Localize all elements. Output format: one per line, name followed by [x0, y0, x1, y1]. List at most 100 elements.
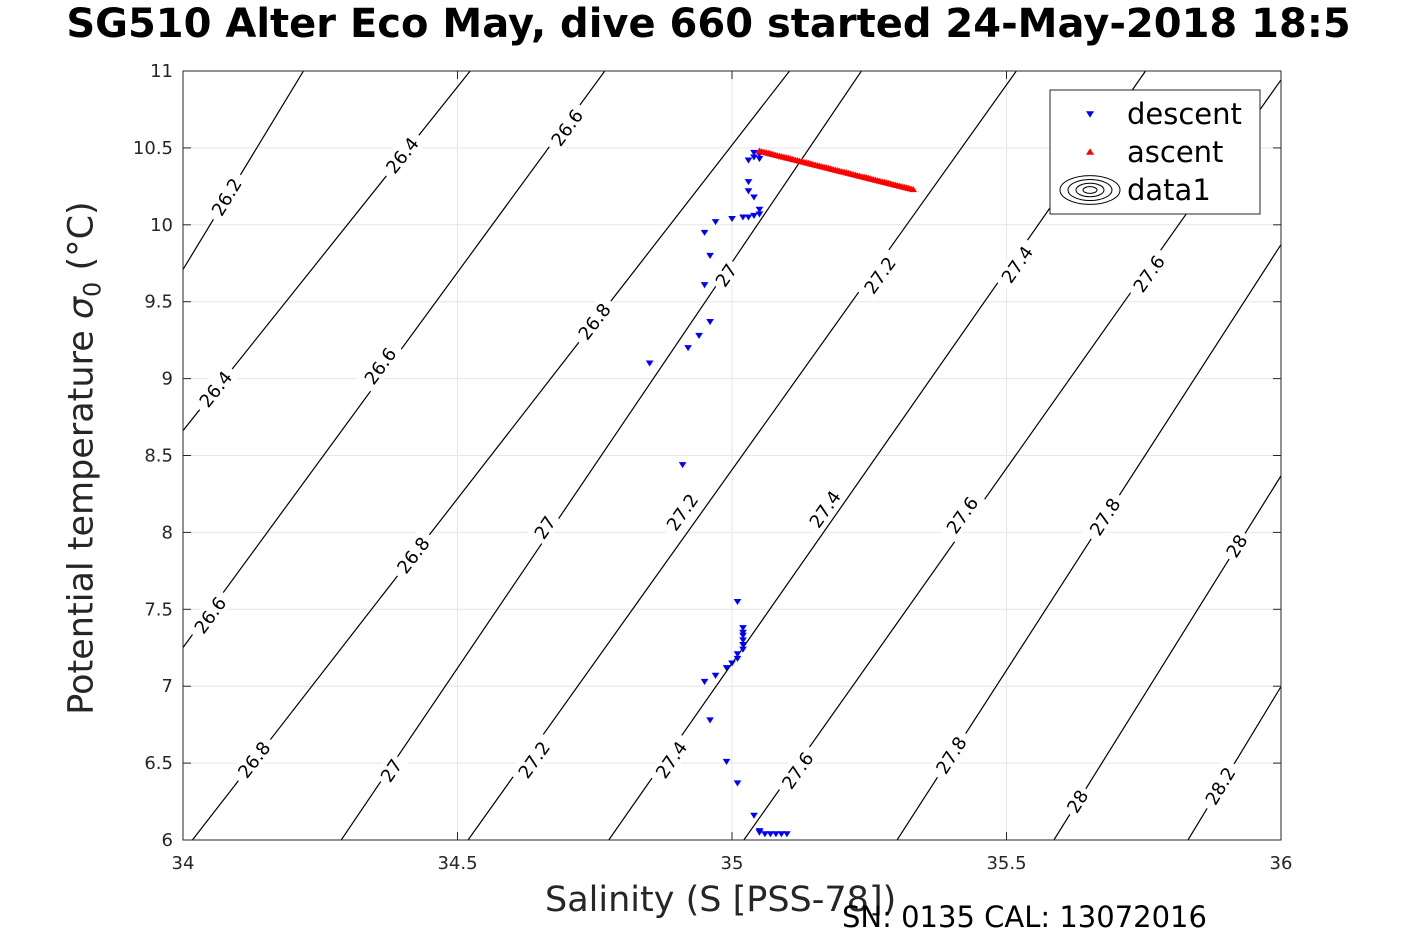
legend-contour-marker [1075, 182, 1105, 198]
descent-point [744, 157, 753, 164]
contour-label-bg [1081, 488, 1128, 545]
contour-label-bg [376, 127, 427, 183]
descent-point [739, 637, 747, 644]
contour-label-bg [773, 742, 822, 798]
x-tick-label: 35 [721, 853, 744, 874]
descent-point [733, 598, 742, 606]
contour-label-bg [855, 247, 904, 303]
x-tick-label: 34 [172, 853, 195, 874]
contour-label-bg [1196, 757, 1243, 814]
descent-point [706, 252, 714, 259]
y-tick-label: 10.5 [133, 138, 173, 159]
contour-label-bg [646, 731, 695, 788]
y-tick-label: 8 [162, 522, 173, 543]
contour-label-bg [355, 338, 405, 394]
legend-contour-marker [1059, 175, 1121, 205]
x-tick-label: 35.5 [986, 853, 1026, 874]
contour-label-bg [708, 256, 744, 294]
descent-point [772, 831, 780, 838]
legend-entry-label: ascent [1127, 135, 1223, 169]
descent-point [739, 646, 747, 653]
descent-point [706, 319, 714, 326]
y-tick-label: 9 [162, 369, 173, 390]
descent-point [722, 758, 731, 765]
y-tick-label: 9.5 [144, 292, 173, 313]
descent-point [700, 282, 709, 289]
descent-point [728, 660, 736, 667]
y-tick-label: 6.5 [144, 753, 173, 774]
descent-point [645, 360, 654, 367]
contour-label-bg [185, 587, 234, 643]
contour-label-bg [228, 732, 279, 787]
y-tick-label: 7 [162, 676, 173, 697]
descent-point [700, 229, 709, 236]
descent-point [739, 214, 747, 221]
descent-point [733, 651, 742, 658]
contour-line-26.2 [183, 71, 305, 271]
data-series [645, 147, 917, 838]
contour-label-bg [526, 508, 563, 546]
legend-entry-label: data1 [1127, 173, 1211, 207]
axes: 34 34.5 35 35.5 36 6 6.5 7 7.5 8 8.5 9 9.5 10 10.5 11 [133, 61, 1293, 874]
contour-label-bg [373, 751, 409, 789]
legend-box [1049, 89, 1261, 215]
contour-label-bg [542, 99, 591, 155]
contour-line-28 [1053, 474, 1281, 840]
descent-point [766, 831, 775, 838]
descent-point [733, 780, 742, 787]
legend-contour-marker [1067, 178, 1113, 202]
legend-contour-marker [1082, 186, 1098, 194]
descent-point [750, 812, 758, 819]
descent-point [739, 625, 747, 632]
descent-point [744, 214, 753, 221]
descent-point [711, 672, 720, 679]
x-tick-label: 36 [1270, 853, 1293, 874]
descent-point [755, 829, 764, 836]
contour-label-bg [1218, 527, 1254, 565]
contour-label-bg [1124, 245, 1173, 302]
descent-point [744, 179, 753, 186]
y-axis-label: Potential temperature σ0 (°C) [61, 201, 107, 715]
descent-point [728, 215, 736, 223]
contour-label-bg [388, 527, 438, 583]
descent-point [739, 642, 747, 649]
descent-point [755, 206, 764, 213]
legend: descent ascent data1 [1049, 89, 1261, 215]
descent-point [755, 211, 764, 218]
descent-point [700, 678, 709, 686]
x-tick-label: 34.5 [437, 853, 477, 874]
descent-point [755, 156, 764, 163]
ascent-point [909, 186, 917, 193]
y-tick-label: 10 [150, 215, 173, 236]
contour-label-bg [1059, 782, 1095, 820]
y-tick-label: 11 [150, 61, 173, 82]
legend-ascent-marker [1086, 148, 1094, 155]
y-tick-label: 6 [162, 830, 173, 851]
descent-point [711, 219, 720, 226]
descent-point [706, 717, 714, 724]
x-axis-label: Salinity (S [PSS-78]) [545, 880, 897, 920]
descent-point [761, 831, 769, 838]
chart-title: SG510 Alter Eco May, dive 660 started 24… [66, 1, 1351, 47]
descent-point [783, 831, 791, 838]
descent-point [684, 345, 692, 352]
contour-label-bg [927, 727, 975, 783]
descent-point [750, 154, 758, 161]
serial-calibration-note: SN: 0135 CAL: 13072016 [842, 900, 1207, 934]
contour-line-28.2 [1187, 685, 1281, 840]
descent-point [739, 632, 747, 639]
descent-point [744, 188, 753, 195]
descent-point [678, 462, 687, 469]
descent-point [777, 831, 786, 838]
descent-point [739, 629, 747, 636]
contour-label-bg [190, 361, 240, 416]
contour-label-bg [800, 481, 849, 537]
y-tick-label: 8.5 [144, 446, 173, 467]
contour-label-bg [657, 484, 706, 540]
legend-entry-label: descent [1127, 97, 1242, 131]
y-tick-label: 7.5 [144, 599, 173, 620]
descent-point [695, 332, 703, 339]
contour-line-26.6 [183, 71, 606, 649]
descent-point [733, 655, 742, 662]
